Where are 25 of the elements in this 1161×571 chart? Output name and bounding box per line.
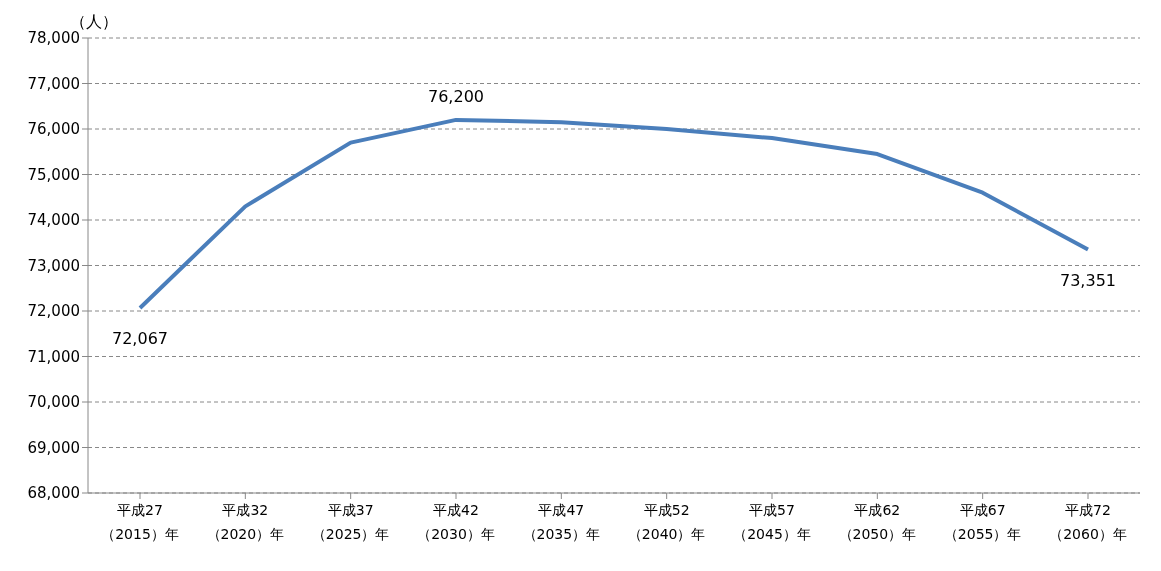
x-tick-label: 平成47 （2035）年: [522, 502, 601, 542]
y-tick-label: 77,000: [27, 74, 80, 93]
data-label: 72,067: [112, 328, 168, 348]
x-tick-label: 平成67 （2055）年: [943, 502, 1022, 542]
x-tick-label: 平成62 （2050）年: [838, 502, 917, 542]
x-tick-label: 平成42 （2030）年: [417, 502, 495, 542]
x-tick-label: 平成72 （2060）年: [1049, 502, 1127, 542]
x-tick-label: 平成32 （2020）年: [206, 502, 285, 542]
x-tick-label: 平成52 （2040）年: [627, 502, 706, 542]
y-tick-label: 78,000: [27, 29, 80, 48]
y-tick-label: 70,000: [27, 393, 80, 412]
y-tick-label: 69,000: [27, 438, 80, 457]
y-tick-label: 75,000: [27, 165, 80, 184]
y-tick-label: 73,000: [27, 256, 80, 275]
y-axis-title: （人）: [70, 12, 118, 31]
y-tick-label: 72,000: [27, 302, 80, 321]
x-tick-label: 平成57 （2045）年: [733, 502, 811, 542]
data-label: 76,200: [428, 86, 484, 106]
y-tick-label: 68,000: [27, 484, 80, 503]
y-tick-label: 74,000: [27, 211, 80, 230]
data-label: 73,351: [1060, 270, 1116, 290]
x-tick-label: 平成27 （2015）年: [101, 502, 179, 542]
y-tick-label: 76,000: [27, 120, 80, 139]
x-tick-label: 平成37 （2025）年: [311, 502, 390, 542]
y-tick-label: 71,000: [27, 347, 80, 366]
